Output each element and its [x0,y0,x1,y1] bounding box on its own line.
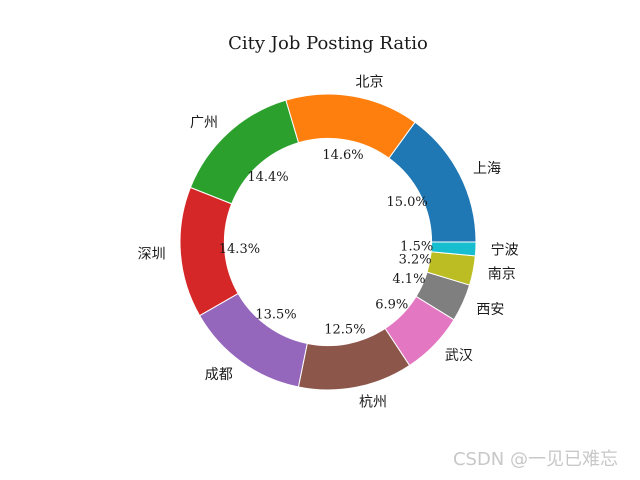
category-label: 武汉 [445,348,473,364]
percent-label: 14.6% [322,148,363,163]
percent-label: 13.5% [255,308,296,323]
csdn-watermark: CSDN @一见已难忘 [452,449,618,470]
category-label: 宁波 [491,242,519,259]
percent-label: 15.0% [386,195,427,210]
percent-label: 14.3% [219,242,260,257]
percent-label: 14.4% [247,170,288,185]
percent-label: 1.5% [400,240,433,255]
category-label: 南京 [488,266,516,282]
percent-label: 4.1% [392,272,425,287]
percent-label: 3.2% [399,253,432,268]
percent-label: 12.5% [324,323,365,338]
category-label: 杭州 [359,395,387,411]
category-label: 上海 [473,161,501,177]
category-label: 北京 [355,74,383,90]
category-label: 深圳 [138,247,166,263]
pie-wedge [430,241,477,257]
category-label: 西安 [476,302,504,318]
percent-label: 6.9% [375,297,408,312]
category-label: 广州 [190,115,218,131]
category-label: 成都 [205,367,233,383]
chart-title: City Job Posting Ratio [228,33,428,54]
